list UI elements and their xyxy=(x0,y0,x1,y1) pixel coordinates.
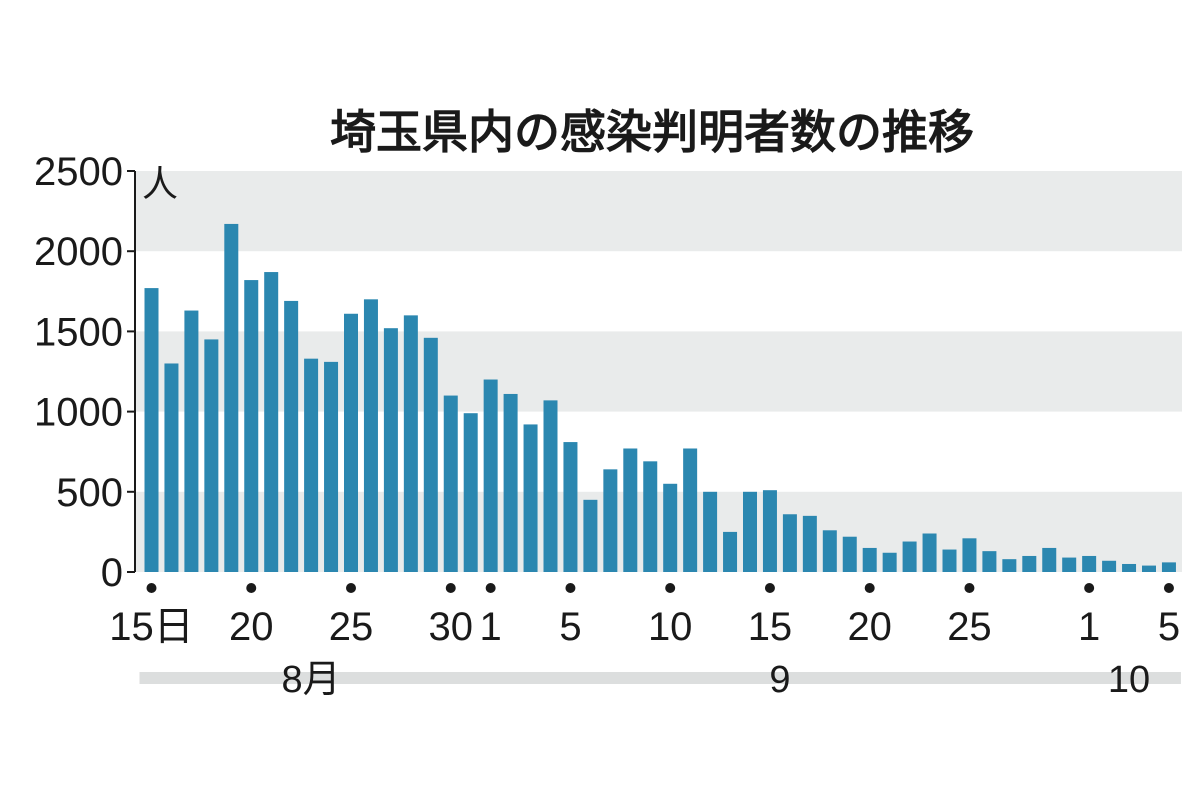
x-tick-dot xyxy=(1163,583,1174,593)
month-bar xyxy=(478,672,1082,684)
bar xyxy=(723,531,738,572)
x-tick-dot xyxy=(485,583,496,593)
bar xyxy=(443,395,458,572)
bar xyxy=(284,300,299,572)
bar xyxy=(204,339,219,572)
x-tick-dot xyxy=(346,583,356,593)
bar xyxy=(822,530,837,572)
x-tick-label: 1 xyxy=(480,605,502,649)
bar xyxy=(603,469,618,572)
bar xyxy=(882,552,897,572)
bars xyxy=(144,223,1176,572)
bar xyxy=(304,358,319,572)
background-bands xyxy=(135,171,1182,572)
x-tick-label: 1 xyxy=(1078,605,1100,649)
bar xyxy=(324,361,339,572)
bar xyxy=(224,223,239,572)
bar xyxy=(1142,565,1156,572)
x-tick-label: 15日 xyxy=(109,605,194,649)
y-axis: 0 500 1000 1500 2000 2500 xyxy=(34,150,136,595)
x-tick-dot xyxy=(146,583,157,593)
x-tick-label: 20 xyxy=(229,605,274,649)
bar xyxy=(683,448,698,572)
x-tick-label: 10 xyxy=(648,605,693,649)
month-label: 9 xyxy=(769,659,790,701)
y-tick-label: 1000 xyxy=(34,391,123,435)
x-axis: 15日 20 25 30 1 5 10 15 20 25 1 5 xyxy=(109,583,1180,649)
bar xyxy=(1122,563,1137,572)
bar xyxy=(344,313,358,572)
month-bar xyxy=(1077,672,1181,684)
bar xyxy=(962,538,977,572)
month-groups: 8月 9 10 xyxy=(139,659,1181,701)
chart-title: 埼玉県内の感染判明者数の推移 xyxy=(330,105,974,159)
bar xyxy=(403,315,418,572)
bar xyxy=(383,328,398,572)
y-tick-label: 2000 xyxy=(34,230,123,274)
x-tick-dot xyxy=(445,583,456,593)
month-bar xyxy=(139,672,483,684)
bar xyxy=(1161,562,1176,572)
bar xyxy=(244,280,259,572)
bar xyxy=(762,490,777,572)
y-axis-unit: 人 xyxy=(142,164,178,205)
x-tick-dot xyxy=(565,583,576,593)
x-tick-dot xyxy=(1084,583,1095,593)
x-tick-dot xyxy=(964,583,975,593)
month-label: 10 xyxy=(1108,659,1150,701)
x-tick-dot xyxy=(246,583,257,593)
bar xyxy=(902,541,917,572)
bar xyxy=(922,533,937,572)
bar xyxy=(463,413,478,572)
bar xyxy=(1042,547,1057,572)
bar xyxy=(982,551,997,572)
x-tick-dot xyxy=(764,583,775,593)
bar xyxy=(1102,560,1117,572)
bar xyxy=(583,499,598,572)
bar xyxy=(563,442,578,572)
bar xyxy=(543,400,558,572)
bar xyxy=(503,393,518,572)
bar xyxy=(942,549,957,572)
bar xyxy=(1022,555,1037,572)
bar xyxy=(423,337,438,572)
y-tick-label: 0 xyxy=(101,551,123,595)
bar xyxy=(1082,555,1097,572)
month-label: 8月 xyxy=(282,659,341,701)
bar xyxy=(483,379,498,572)
bar xyxy=(802,515,817,572)
y-tick-label: 1500 xyxy=(34,310,123,354)
bar xyxy=(363,299,378,572)
bar xyxy=(782,514,797,572)
x-tick-label: 20 xyxy=(847,605,892,649)
bar xyxy=(184,310,199,572)
x-tick-label: 30 xyxy=(429,605,474,649)
x-tick-dot xyxy=(665,583,676,593)
bar xyxy=(842,536,857,572)
x-tick-label: 25 xyxy=(329,605,374,649)
x-tick-label: 25 xyxy=(947,605,992,649)
x-tick-label: 5 xyxy=(559,605,581,649)
bar xyxy=(164,363,179,572)
bar xyxy=(523,424,538,572)
x-tick-dot xyxy=(864,583,875,593)
grid-band xyxy=(135,171,1182,252)
bar xyxy=(663,483,678,572)
x-tick-label: 5 xyxy=(1158,605,1180,649)
x-tick-label: 15 xyxy=(748,605,793,649)
bar xyxy=(623,448,638,572)
bar xyxy=(862,547,877,572)
y-tick-label: 2500 xyxy=(34,150,123,194)
bar xyxy=(743,491,757,572)
bar xyxy=(144,288,159,572)
bar xyxy=(264,272,279,572)
bar xyxy=(1002,559,1017,572)
bar xyxy=(703,491,718,572)
bar xyxy=(643,461,658,572)
y-tick-label: 500 xyxy=(56,471,123,515)
bar xyxy=(1062,557,1077,572)
